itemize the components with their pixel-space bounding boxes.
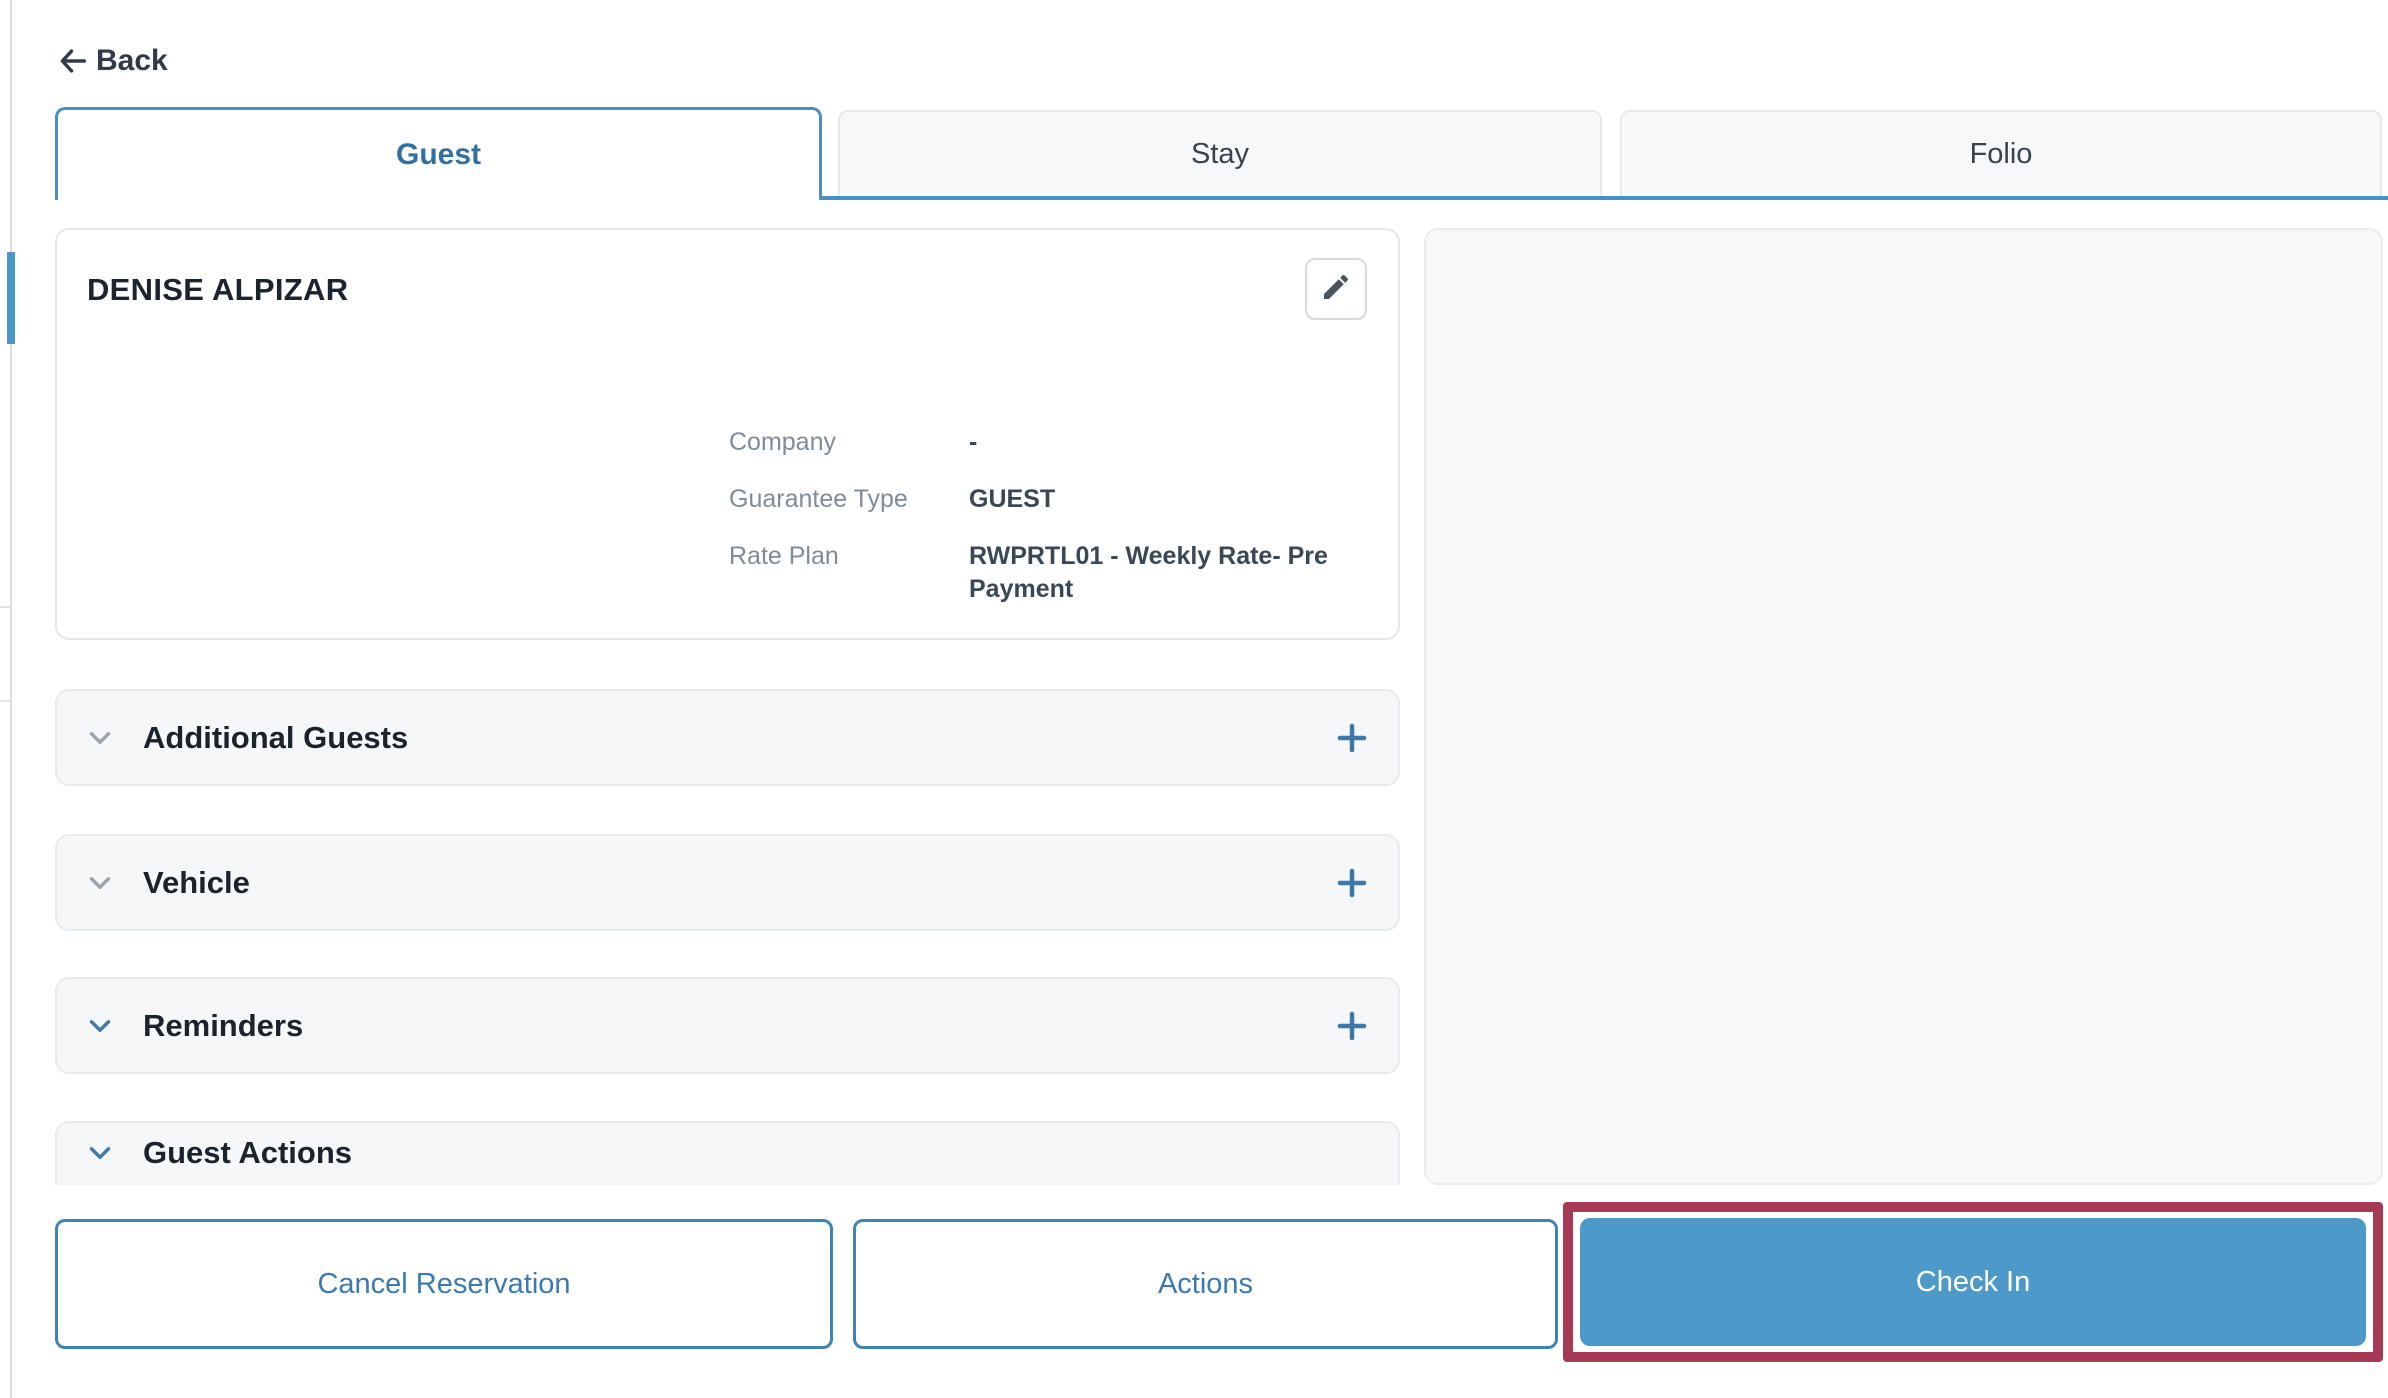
section-title: Guest Actions — [143, 1135, 352, 1170]
add-vehicle-button[interactable] — [1334, 865, 1370, 901]
field-value: - — [969, 428, 978, 456]
section-additional-guests[interactable]: Additional Guests — [55, 689, 1400, 786]
tab-stay[interactable]: Stay — [838, 110, 1602, 196]
tab-guest[interactable]: Guest — [55, 107, 822, 200]
underlay-left-border — [10, 0, 12, 1398]
cancel-reservation-button[interactable]: Cancel Reservation — [55, 1219, 833, 1349]
underlay-row-divider — [0, 700, 10, 702]
field-value: GUEST — [969, 485, 1056, 513]
check-in-label: Check In — [1915, 1265, 2031, 1298]
section-title: Additional Guests — [143, 719, 409, 755]
section-vehicle[interactable]: Vehicle — [55, 834, 1400, 931]
edit-guest-button[interactable] — [1305, 258, 1367, 320]
field-label: Guarantee Type — [729, 485, 908, 513]
back-label: Back — [96, 44, 168, 77]
pencil-icon — [1320, 271, 1352, 308]
underlay-row-divider — [0, 606, 10, 608]
tab-stay-label: Stay — [1190, 137, 1250, 170]
chevron-down-icon[interactable] — [83, 1136, 117, 1170]
field-label: Company — [729, 428, 836, 456]
actions-button[interactable]: Actions — [853, 1219, 1558, 1349]
actions-label: Actions — [1157, 1267, 1254, 1300]
add-reminder-button[interactable] — [1334, 1008, 1370, 1044]
back-arrow-icon — [56, 44, 90, 78]
tab-guest-label: Guest — [395, 138, 482, 171]
chevron-down-icon[interactable] — [83, 866, 117, 900]
detail-side-panel — [1424, 228, 2383, 1185]
add-additional-guest-button[interactable] — [1334, 720, 1370, 756]
guest-name: DENISE ALPIZAR — [87, 272, 349, 307]
chevron-down-icon[interactable] — [83, 1009, 117, 1043]
tab-folio[interactable]: Folio — [1620, 110, 2382, 196]
field-value: RWPRTL01 - Weekly Rate- Pre Payment — [969, 542, 1328, 603]
guest-info-card: DENISE ALPIZAR Company - Guarantee Type … — [55, 228, 1400, 640]
check-in-button[interactable]: Check In — [1580, 1218, 2366, 1346]
section-reminders[interactable]: Reminders — [55, 977, 1400, 1074]
field-label: Rate Plan — [729, 542, 839, 570]
section-guest-actions[interactable]: Guest Actions — [55, 1121, 1400, 1185]
section-title: Reminders — [143, 1007, 304, 1043]
section-title: Vehicle — [143, 864, 250, 900]
checkin-highlight-annotation: Check In — [1563, 1202, 2383, 1362]
chevron-down-icon[interactable] — [83, 721, 117, 755]
cancel-reservation-label: Cancel Reservation — [317, 1267, 571, 1300]
guest-details: Company - Guarantee Type GUEST Rate Plan… — [729, 426, 1369, 606]
back-button[interactable]: Back — [56, 44, 168, 78]
tab-bar-underline — [822, 196, 2388, 200]
selected-row-indicator — [7, 252, 15, 344]
tab-folio-label: Folio — [1969, 137, 2033, 170]
